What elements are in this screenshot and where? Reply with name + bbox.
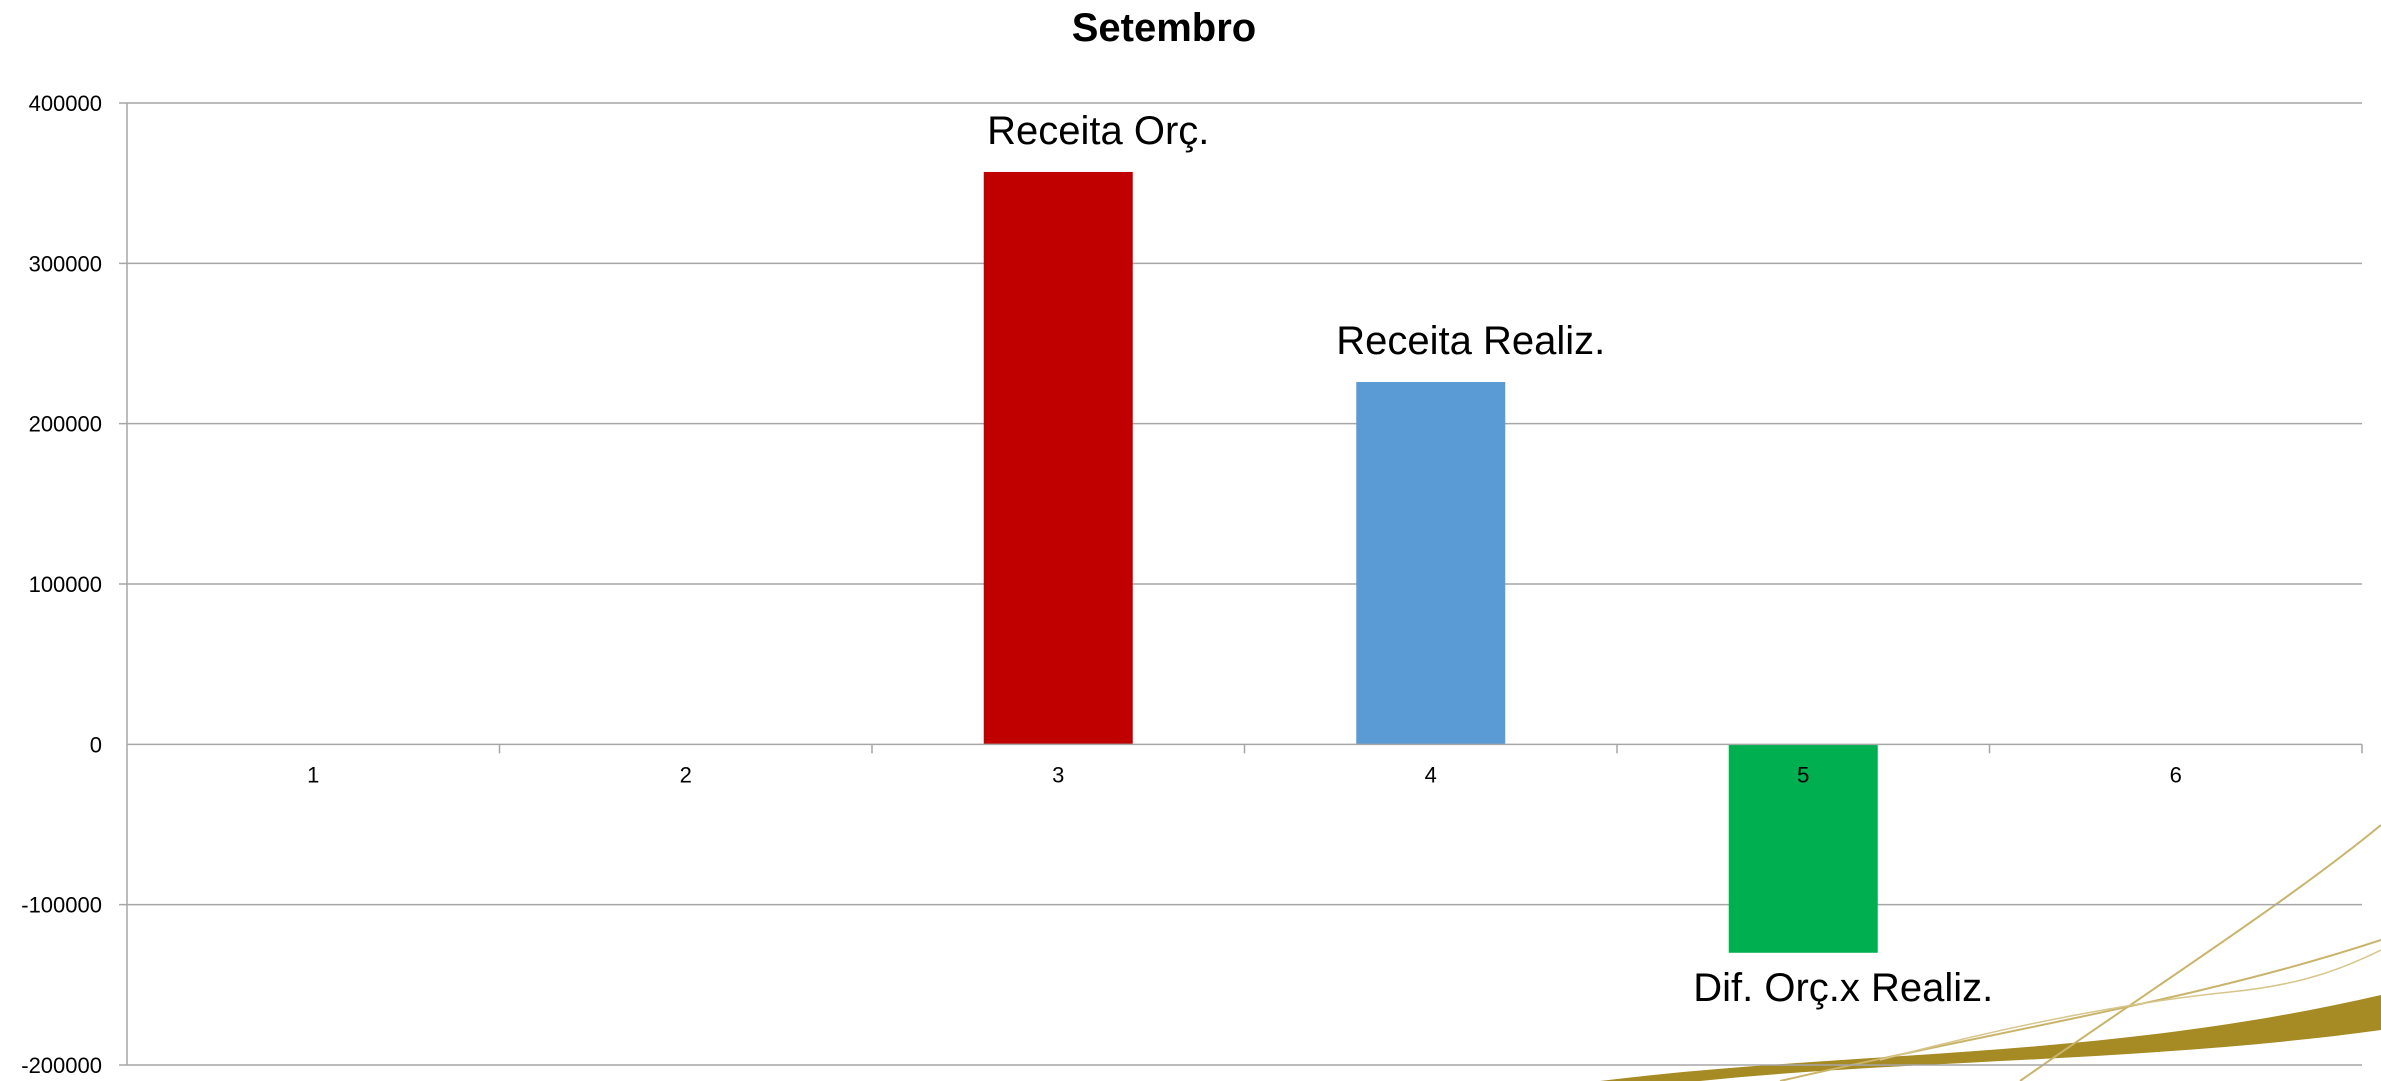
y-tick-label: 100000 <box>29 572 102 597</box>
bar-5 <box>1728 744 1878 953</box>
y-axis-labels: 400000 300000 200000 100000 0 -100000 -200000 <box>21 91 102 1078</box>
swoosh-line-1 <box>1779 939 2381 1081</box>
bar-4 <box>1356 381 1506 745</box>
swoosh-band <box>1600 995 2381 1081</box>
decorative-swoosh <box>1600 824 2381 1081</box>
y-tick-label: 300000 <box>29 251 102 276</box>
y-tick-label: -100000 <box>21 893 102 918</box>
bars <box>983 171 1878 953</box>
annotation-label: Dif. Orç.x Realiz. <box>1693 966 1993 1010</box>
y-tick-label: 200000 <box>29 412 102 437</box>
y-tick-label: -200000 <box>21 1053 102 1078</box>
annotations: Receita Orç. Receita Realiz. Dif. Orç.x Re… <box>987 109 1993 1010</box>
x-tick-label: 6 <box>2170 762 2182 787</box>
x-axis-labels: 1 2 3 4 5 6 <box>307 762 2182 787</box>
swoosh-line-2 <box>2019 824 2381 1081</box>
annotation-label: Receita Realiz. <box>1336 319 1605 363</box>
y-tick-label: 0 <box>90 732 102 757</box>
x-tick-label: 3 <box>1052 762 1064 787</box>
y-grid <box>119 102 2362 1066</box>
annotation-label: Receita Orç. <box>987 109 1209 153</box>
x-tick-label: 4 <box>1425 762 1437 787</box>
x-tick-label: 1 <box>307 762 319 787</box>
x-tick-label: 2 <box>680 762 692 787</box>
y-tick-label: 400000 <box>29 91 102 116</box>
bar-3 <box>983 171 1133 745</box>
x-axis-ticks <box>498 744 2363 754</box>
chart-title: Setembro <box>1072 6 1257 50</box>
swoosh-line-3 <box>1879 949 2381 1061</box>
x-tick-label: 5 <box>1797 762 1809 787</box>
